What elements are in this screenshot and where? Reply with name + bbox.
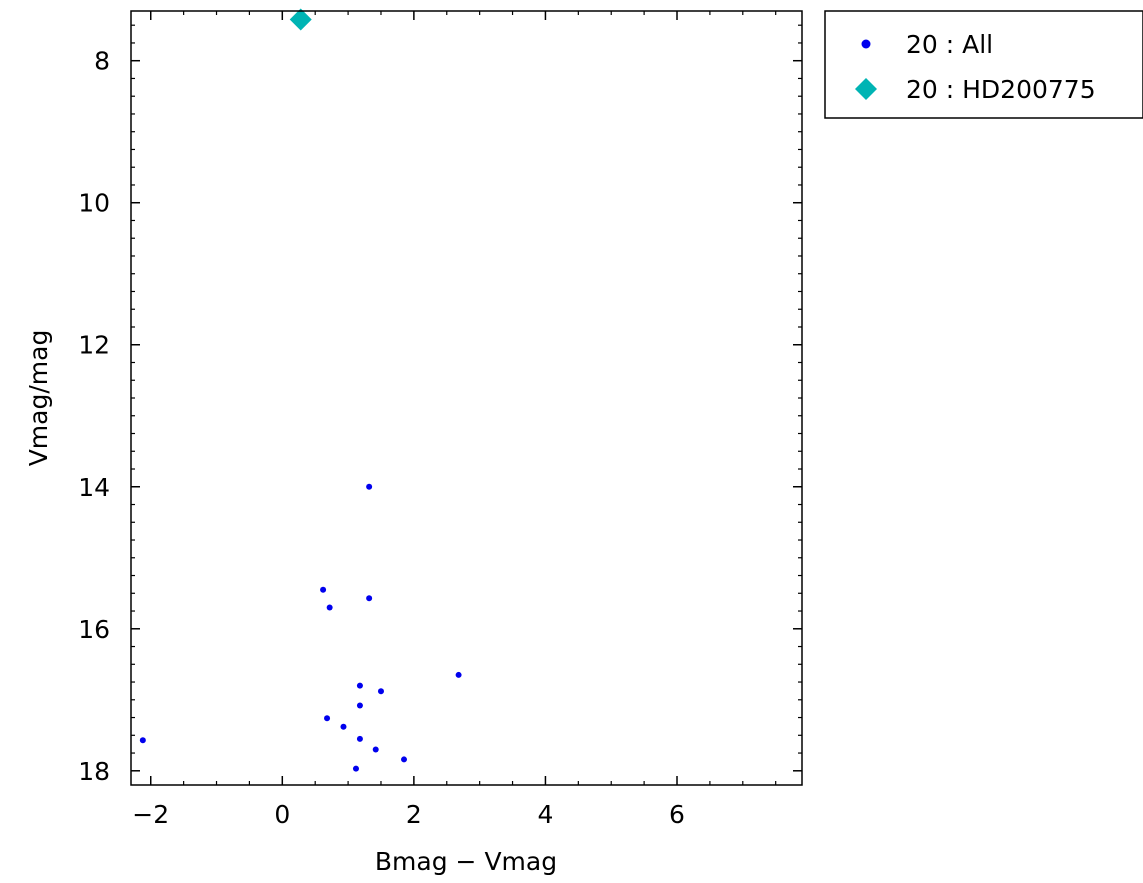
data-point-all: [366, 595, 373, 602]
data-point-all: [324, 715, 331, 722]
tick-labels: −2 0 2 4 6 8 10 12 14 16 18: [78, 47, 685, 829]
x-tick-label: 4: [537, 800, 553, 829]
x-tick-label: 6: [669, 800, 685, 829]
data-point-all: [455, 671, 462, 678]
x-tick-label: 2: [406, 800, 422, 829]
x-tick-label: −2: [132, 800, 169, 829]
data-point-all: [377, 688, 384, 695]
legend-marker-all: [861, 39, 871, 49]
y-axis-label: Vmag/mag: [24, 330, 53, 467]
data-point-all: [320, 586, 327, 593]
y-tick-label: 14: [78, 473, 110, 502]
data-point-all: [356, 682, 363, 689]
legend-label-all: 20 : All: [906, 30, 993, 59]
plot-area-frame: [130, 10, 803, 786]
data-point-all: [366, 483, 373, 490]
data-point-all: [139, 737, 146, 744]
axis-ticks: [131, 11, 802, 785]
legend-label-hd200775: 20 : HD200775: [906, 75, 1096, 104]
y-tick-label: 16: [78, 615, 110, 644]
data-points: [139, 8, 462, 772]
data-point-all: [356, 702, 363, 709]
legend-box: [824, 10, 1143, 119]
data-point-all: [352, 765, 359, 772]
data-point-hd200775: [289, 8, 312, 31]
data-point-all: [372, 746, 379, 753]
data-point-all: [340, 723, 347, 730]
data-point-all: [401, 756, 408, 763]
data-point-all: [356, 735, 363, 742]
y-tick-label: 18: [78, 757, 110, 786]
data-point-all: [326, 604, 333, 611]
y-tick-label: 8: [94, 47, 110, 76]
legend-marker-hd200775: [855, 78, 877, 100]
x-tick-label: 0: [274, 800, 290, 829]
y-tick-label: 12: [78, 331, 110, 360]
legend: 20 : All 20 : HD200775: [824, 10, 1143, 119]
x-axis-label: Bmag − Vmag: [375, 847, 557, 876]
y-tick-label: 10: [78, 189, 110, 218]
